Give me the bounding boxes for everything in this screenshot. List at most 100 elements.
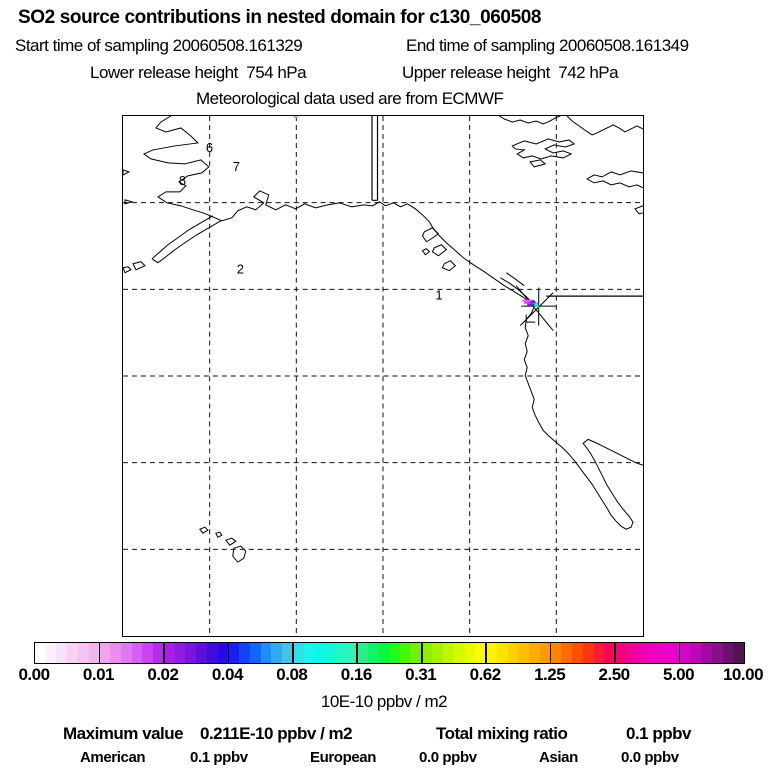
source-value-asian: 0.0 ppbv [621,749,679,766]
plume-cell [537,305,540,308]
aleutian-islands [123,169,146,274]
colorbar-cell [529,643,541,663]
colorbar-unit-label: 10E-10 ppbv / m2 [320,692,448,711]
source-value-european: 0.0 ppbv [419,749,477,766]
colorbar-tick-label: 5.00 [662,665,695,684]
colorbar-segment-divider [678,643,681,663]
colorbar-cell [303,643,315,663]
region-number-label: 1 [435,288,442,303]
nested-domain-boundary [371,116,643,297]
region-number-label: 8 [179,173,186,188]
colorbar-cell [77,643,90,663]
map-panel: 6 7 8 2 1 [122,115,644,637]
colorbar-cell [185,643,197,663]
coastlines [123,116,643,563]
colorbar-cell [239,643,251,663]
coastline-alaska-peninsula [151,215,222,264]
region-number-label: 7 [233,159,240,174]
colorbar-cell [400,643,412,663]
colorbar-cell [518,643,530,663]
colorbar-cell [464,643,476,663]
colorbar-cell [378,643,390,663]
map-canvas: 6 7 8 2 1 [123,116,643,636]
colorbar-cell [131,643,143,663]
colorbar-cell [249,643,262,663]
colorbar-cell [722,643,734,663]
colorbar-cell [389,643,401,663]
colorbar-cell [443,643,455,663]
region-number-label: 2 [237,262,244,277]
colorbar-cell [67,643,79,663]
colorbar-cell [432,643,444,663]
lower-release-label: Lower release height 754 hPa [90,63,307,82]
total-mixing-ratio-label: Total mixing ratio [436,724,568,743]
star-arms [515,285,557,331]
colorbar-cell [153,643,165,663]
colorbar-cell [690,643,702,663]
colorbar-segment-divider [292,643,294,663]
colorbar-cell [88,643,100,663]
source-value-american: 0.1 ppbv [190,749,248,766]
colorbar-cell [475,643,487,663]
colorbar-cell [658,643,670,663]
colorbar-cell [582,643,595,663]
coastline-mainland [142,116,643,530]
colorbar-segment-divider [420,643,423,663]
colorbar-tick-label: 0.00 [18,665,50,684]
colorbar-cell [561,643,573,663]
colorbar-cell [292,643,305,663]
colorbar-tick-label: 0.02 [147,665,179,684]
colorbar-tick-label: 10.00 [722,665,764,684]
plume-cell [531,300,536,303]
colorbar-cell [496,643,509,663]
hawaii-islands [199,526,247,563]
colorbar-cell [615,643,627,663]
colorbar-cell [196,643,208,663]
plume-cell [524,301,537,304]
colorbar-tick-label: 0.08 [276,665,308,684]
colorbar-cell [410,643,423,663]
start-time-label: Start time of sampling 20060508.161329 [15,36,303,55]
colorbar-cell [701,643,713,663]
colorbar-cell [282,643,294,663]
domain-boundary-west [371,116,379,201]
colorbar-cell [174,643,186,663]
met-data-label: Meteorological data used are from ECMWF [196,89,504,108]
colorbar-cell [647,643,659,663]
colorbar-cell [260,643,272,663]
colorbar-segment-divider [163,643,165,663]
colorbar-segment-divider [549,643,552,663]
plume-cell [527,303,537,306]
fjord-lines [500,272,533,303]
colorbar-cell [421,643,433,663]
colorbar-cell [668,643,681,663]
end-time-label: End time of sampling 20060508.161349 [406,36,689,55]
colorbar-cell [163,643,176,663]
colorbar-cell [325,643,337,663]
colorbar-cell [453,643,466,663]
colorbar-cell [625,643,638,663]
colorbar-tick-label: 0.31 [405,665,437,684]
total-mixing-ratio-value: 0.1 ppbv [626,724,691,743]
colorbar-cell [99,643,111,663]
maximum-value-label: Maximum value [63,724,184,743]
region-number-label: 6 [206,140,213,155]
colorbar-cell [507,643,519,663]
page-title: SO2 source contributions in nested domai… [18,7,542,28]
receptor-star-marker [515,285,557,331]
colorbar-cell [217,643,229,663]
colorbar-segment-divider [485,643,487,663]
colorbar-cell [357,643,369,663]
colorbar-tick-label: 0.62 [469,665,502,684]
colorbar-cell [593,643,605,663]
colorbar-tick-labels: 0.00 0.01 0.02 0.04 0.08 0.16 0.31 0.62 1.25 2.50… [0,665,768,684]
colorbar-cell [711,643,723,663]
archipelago-islands [421,227,457,272]
colorbar-cell [733,643,745,663]
colorbar-cell [335,643,348,663]
colorbar-cell [228,643,240,663]
colorbar-cell [368,643,380,663]
colorbar-segment-divider [227,643,230,663]
colorbar-tick-label: 2.50 [598,665,631,684]
